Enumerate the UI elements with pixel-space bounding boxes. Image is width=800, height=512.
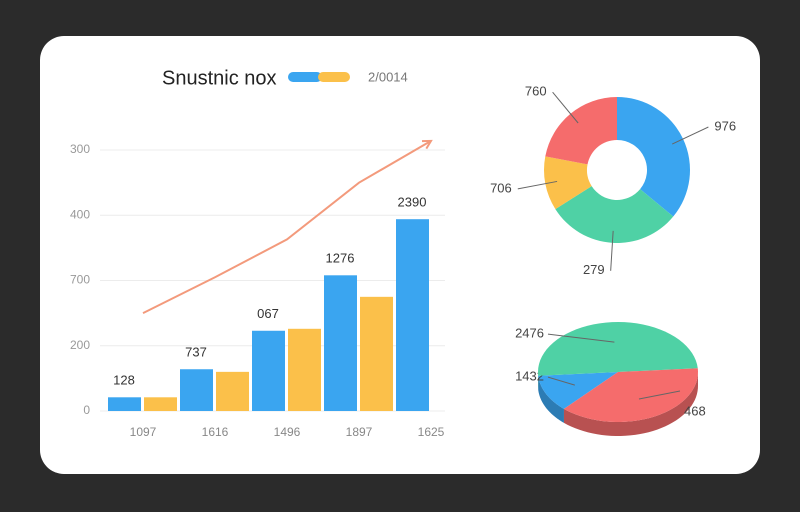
y-tick-label: 400	[70, 207, 90, 221]
pie-side	[563, 371, 698, 436]
slice-label: 1432	[515, 369, 544, 384]
bar-annotation: 128	[113, 373, 135, 388]
slice-label: 760	[525, 84, 547, 99]
legend-label: 2/0014	[368, 69, 408, 84]
bar-annotation: 737	[185, 345, 207, 360]
slice-label: 706	[490, 180, 512, 195]
y-tick-label: 0	[83, 403, 90, 417]
x-tick-label: 1625	[418, 425, 445, 439]
bar-annotation: 1276	[326, 251, 355, 266]
pie-slice	[538, 372, 618, 409]
bar	[252, 330, 285, 411]
x-tick-label: 1616	[202, 425, 229, 439]
y-tick-label: 700	[70, 273, 90, 287]
bar	[216, 371, 249, 411]
y-tick-label: 300	[70, 142, 90, 156]
bar	[108, 397, 141, 411]
legend-swatch	[288, 72, 322, 82]
bar	[324, 275, 357, 411]
donut-slice	[617, 97, 690, 217]
slice-label: 976	[714, 118, 736, 133]
leader-line	[547, 376, 575, 386]
donut-slice	[543, 156, 592, 210]
slice-label: 279	[583, 262, 605, 277]
bar-annotation: 067	[257, 306, 279, 321]
leader-line	[517, 180, 558, 190]
bar	[288, 328, 321, 411]
leader-line	[671, 126, 709, 145]
leader-line	[547, 333, 615, 343]
donut-slice	[555, 186, 674, 243]
arrow-head	[421, 139, 433, 150]
chart-title: Snustnic nox	[162, 67, 277, 89]
trend-line	[142, 140, 432, 315]
legend-swatch	[318, 72, 350, 82]
pie-side	[538, 375, 564, 423]
bar-annotation: 2390	[398, 195, 427, 210]
y-tick-label: 200	[70, 338, 90, 352]
leader-line	[552, 91, 579, 124]
donut-slice	[545, 97, 617, 165]
slice-label: 468	[684, 403, 706, 418]
leader-line	[638, 390, 681, 400]
pie-slice	[538, 322, 698, 376]
leader-line	[610, 230, 614, 271]
slice-label: 2476	[515, 326, 544, 341]
bar	[360, 296, 393, 411]
x-tick-label: 1897	[346, 425, 373, 439]
x-tick-label: 1097	[130, 425, 157, 439]
bar	[144, 397, 177, 411]
pie-slice	[563, 368, 698, 422]
bar	[180, 369, 213, 411]
x-tick-label: 1496	[274, 425, 301, 439]
bar	[396, 219, 429, 411]
